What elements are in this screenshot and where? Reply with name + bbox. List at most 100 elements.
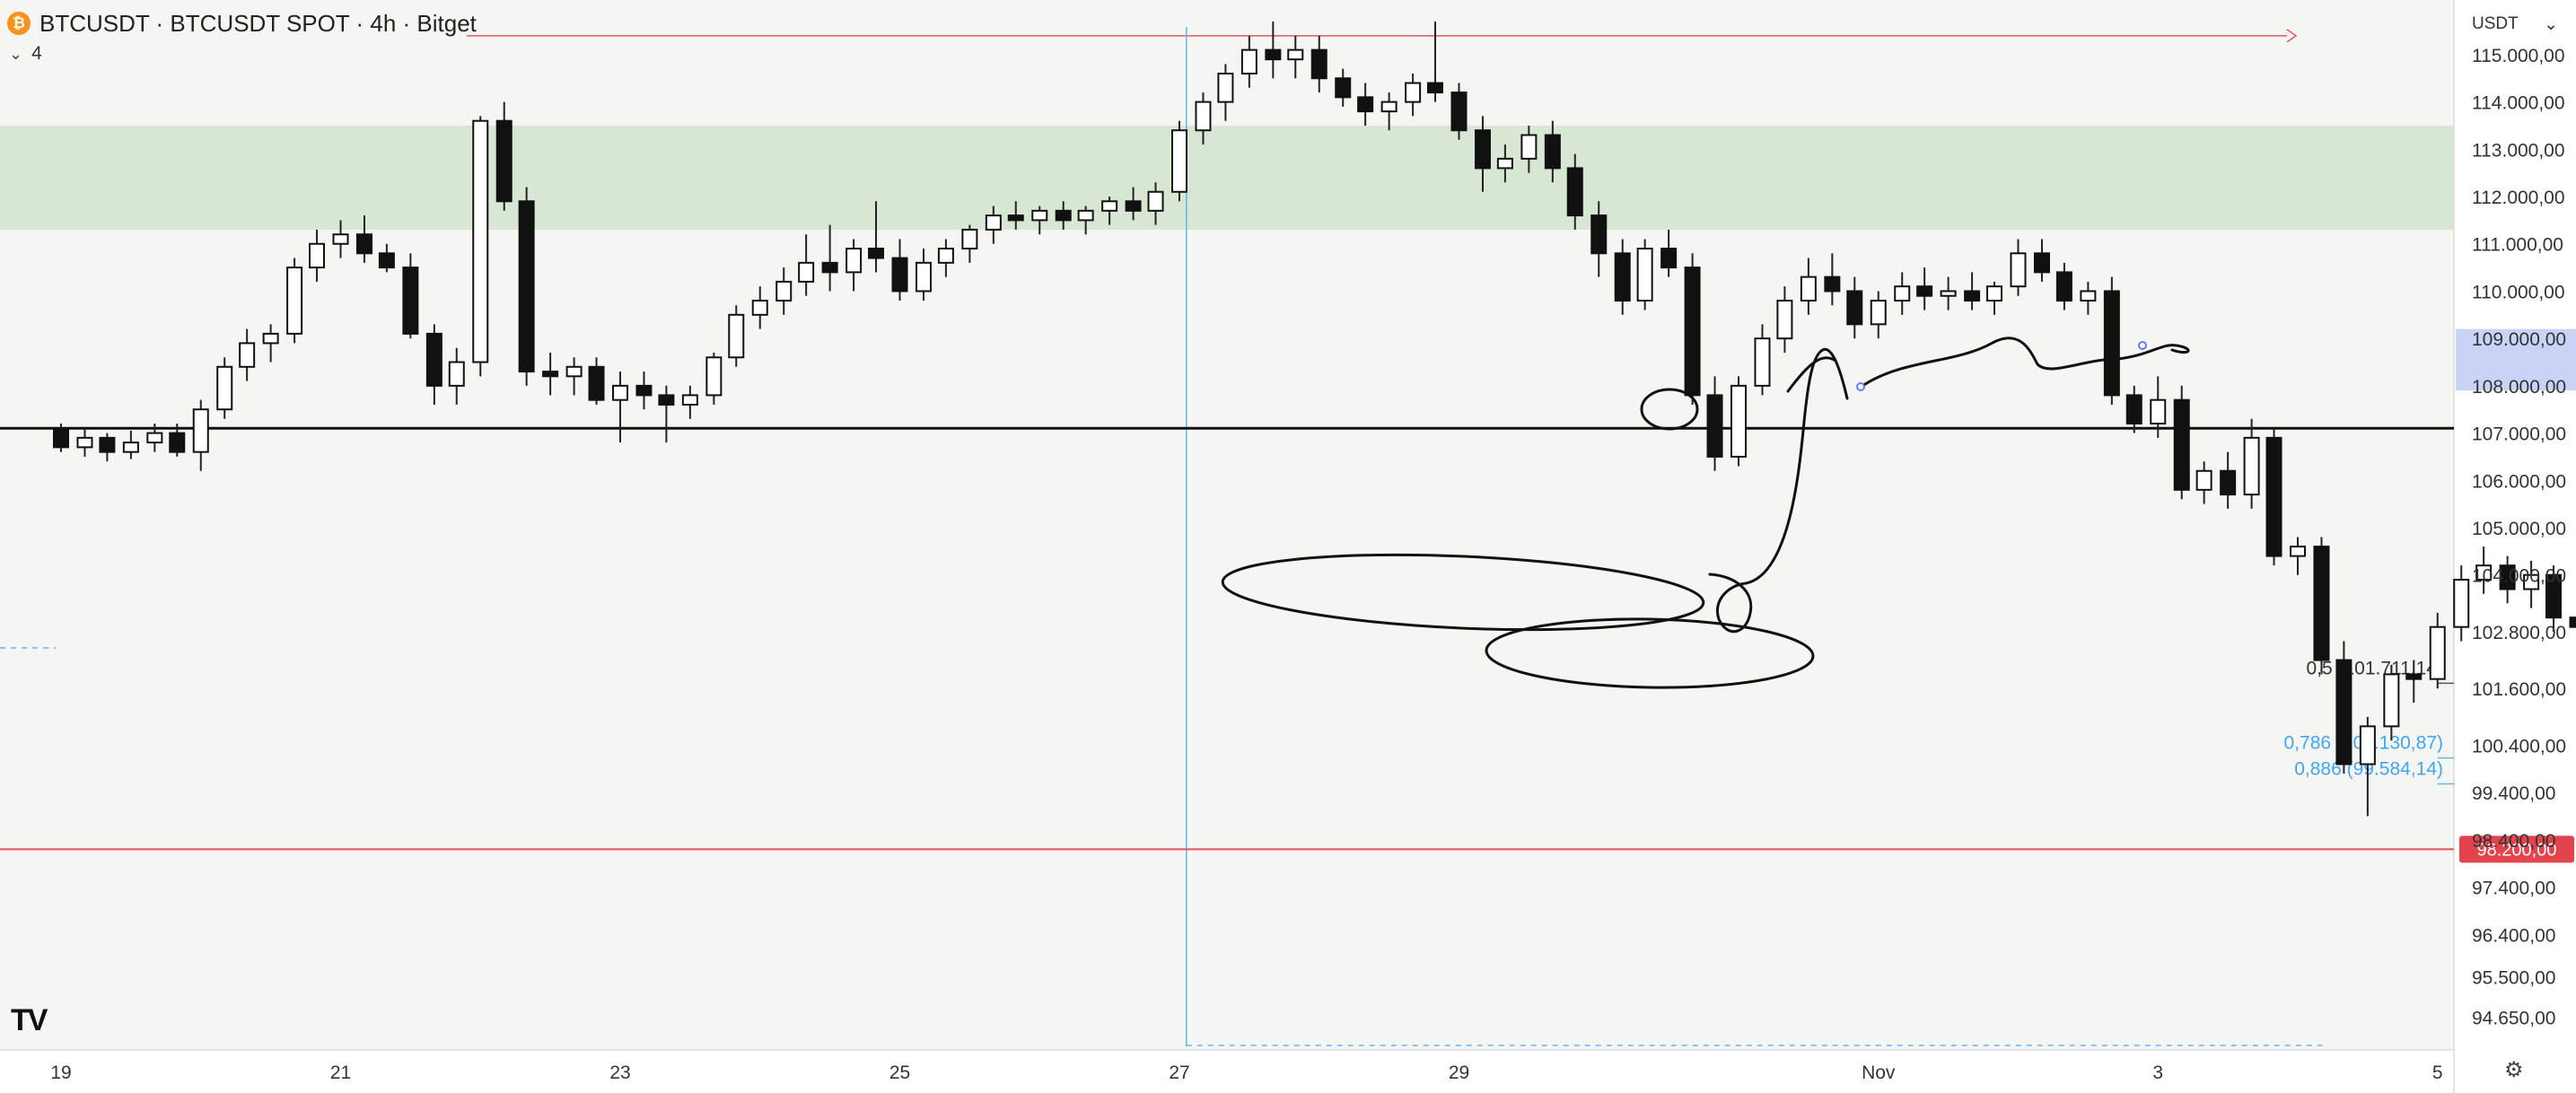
candle[interactable]: [2010, 239, 2027, 296]
gear-icon[interactable]: ⚙: [2504, 1058, 2524, 1082]
candle[interactable]: [612, 372, 628, 443]
drawing-handle[interactable]: [2138, 341, 2147, 350]
candle[interactable]: [2150, 376, 2167, 438]
candle[interactable]: [565, 357, 583, 396]
candle[interactable]: [1147, 182, 1164, 225]
candle[interactable]: [2195, 461, 2212, 504]
candle[interactable]: [1730, 376, 1747, 467]
candle[interactable]: [1566, 153, 1583, 230]
candle[interactable]: [681, 385, 698, 419]
candle[interactable]: [891, 239, 908, 301]
candle[interactable]: [1427, 22, 1444, 102]
candle[interactable]: [1380, 92, 1398, 131]
candle[interactable]: [448, 347, 465, 405]
candle[interactable]: [2335, 641, 2353, 774]
candle[interactable]: [2243, 418, 2260, 509]
candle[interactable]: [53, 424, 69, 452]
candle[interactable]: [146, 424, 163, 452]
candle[interactable]: [2569, 608, 2576, 646]
projection-wave[interactable]: [1861, 337, 2190, 388]
candle[interactable]: [2103, 276, 2120, 405]
candle[interactable]: [1544, 120, 1561, 183]
candle[interactable]: [868, 201, 885, 273]
candle[interactable]: [2173, 385, 2190, 500]
consolidation-ellipse[interactable]: [1221, 546, 1705, 638]
candle[interactable]: [2080, 281, 2097, 315]
candle[interactable]: [1077, 205, 1094, 235]
candle[interactable]: [2545, 565, 2563, 632]
candle[interactable]: [1496, 144, 1513, 183]
candle[interactable]: [1824, 253, 1841, 306]
candle[interactable]: [1684, 253, 1701, 405]
drawing-annotations[interactable]: [1221, 337, 2190, 690]
candle[interactable]: [495, 101, 513, 211]
candle[interactable]: [1055, 201, 1072, 230]
candle[interactable]: [1195, 92, 1212, 145]
candle[interactable]: [425, 324, 442, 405]
candle[interactable]: [472, 116, 489, 377]
currency-selector[interactable]: USDT ⌄: [2465, 7, 2565, 41]
candle[interactable]: [635, 372, 653, 410]
candle[interactable]: [1706, 376, 1723, 471]
candle[interactable]: [705, 352, 723, 405]
candle[interactable]: [262, 324, 279, 363]
candle[interactable]: [1310, 35, 1327, 93]
projection-path[interactable]: [1708, 348, 1849, 634]
candle[interactable]: [775, 267, 793, 315]
candle[interactable]: [1846, 276, 1863, 339]
candle[interactable]: [1171, 120, 1187, 202]
candle[interactable]: [1357, 83, 1374, 126]
candle[interactable]: [542, 352, 559, 396]
candle[interactable]: [588, 357, 605, 405]
candle[interactable]: [751, 286, 768, 329]
candle[interactable]: [1800, 258, 1817, 315]
candle[interactable]: [1940, 276, 1957, 310]
candle[interactable]: [961, 224, 978, 263]
candle[interactable]: [1520, 125, 1538, 173]
candle[interactable]: [1870, 291, 1887, 339]
candle[interactable]: [1125, 187, 1142, 221]
candle[interactable]: [728, 305, 745, 367]
candle[interactable]: [2033, 239, 2050, 282]
candle[interactable]: [1450, 83, 1468, 140]
candle[interactable]: [1894, 272, 1911, 315]
candle[interactable]: [1964, 272, 1981, 310]
candle[interactable]: [378, 243, 395, 273]
indicator-toggle[interactable]: ⌄ 4: [9, 43, 42, 65]
candle[interactable]: [2359, 716, 2376, 817]
candle[interactable]: [937, 239, 954, 277]
candle[interactable]: [169, 424, 186, 457]
candle[interactable]: [1754, 324, 1771, 396]
candle[interactable]: [1776, 286, 1793, 353]
candle[interactable]: [1405, 73, 1422, 117]
chevron-down-icon[interactable]: ⌄: [9, 44, 23, 63]
candle[interactable]: [2290, 537, 2306, 575]
candle[interactable]: [1031, 205, 1048, 235]
candle[interactable]: [985, 205, 1002, 244]
retest-ellipse[interactable]: [1485, 616, 1815, 690]
candle[interactable]: [2475, 546, 2493, 594]
candle[interactable]: [2220, 451, 2237, 509]
tradingview-logo[interactable]: TV: [11, 1003, 48, 1037]
candle[interactable]: [2453, 565, 2470, 642]
candle[interactable]: [915, 249, 932, 301]
candle[interactable]: [1335, 68, 1352, 107]
candle[interactable]: [2265, 428, 2282, 566]
candle[interactable]: [355, 215, 372, 263]
top-circle-marker[interactable]: [1640, 388, 1699, 431]
candle[interactable]: [1265, 22, 1282, 79]
candle[interactable]: [286, 258, 303, 344]
candle[interactable]: [1660, 229, 1678, 277]
candle[interactable]: [2499, 555, 2516, 604]
candle[interactable]: [1590, 201, 1608, 277]
candle[interactable]: [402, 253, 419, 339]
candle[interactable]: [192, 399, 209, 471]
candle[interactable]: [239, 328, 256, 381]
candle[interactable]: [309, 229, 326, 282]
candle[interactable]: [1217, 64, 1234, 121]
drawing-handle[interactable]: [1856, 382, 1865, 391]
candle[interactable]: [2429, 612, 2446, 689]
candle[interactable]: [2383, 664, 2400, 741]
candle[interactable]: [1474, 116, 1491, 192]
candle[interactable]: [216, 357, 233, 419]
